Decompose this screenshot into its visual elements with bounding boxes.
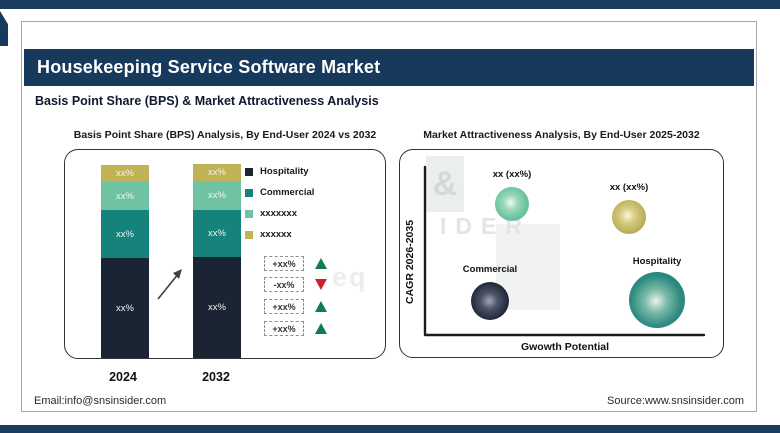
left-edge-accent bbox=[0, 11, 8, 46]
bubble-label-commercial: Commercial bbox=[462, 264, 518, 275]
down-triangle-icon bbox=[315, 279, 327, 290]
bottom-frame-bar bbox=[0, 425, 780, 433]
bubble-label: xx (xx%) bbox=[492, 169, 532, 180]
legend: Hospitality Commercial xxxxxxx xxxxxx bbox=[245, 166, 314, 240]
seafoam-swatch-icon bbox=[245, 209, 253, 218]
bar-2032-segment-xxxxxxx: xx% bbox=[193, 181, 241, 210]
bar-2032-segment-xxxxxx: xx% bbox=[193, 164, 241, 181]
olive-swatch-icon bbox=[245, 230, 253, 239]
hospitality-swatch-icon bbox=[245, 167, 253, 176]
commercial-swatch-icon bbox=[245, 188, 253, 197]
bar-2024-segment-hospitality: xx% bbox=[101, 258, 149, 358]
title-banner: Housekeeping Service Software Market bbox=[24, 49, 754, 86]
legend-label: xxxxxx bbox=[260, 229, 292, 240]
x-tick-2032: 2032 bbox=[202, 370, 230, 384]
y-axis-label: CAGR 2026-2035 bbox=[404, 219, 416, 305]
bar-2024-segment-xxxxxx: xx% bbox=[101, 165, 149, 182]
bps-change-row: +xx% bbox=[264, 256, 327, 271]
legend-item-xxxxxxx: xxxxxxx bbox=[245, 208, 314, 219]
top-frame-bar bbox=[0, 0, 780, 9]
bubble-commercial bbox=[471, 282, 509, 320]
bar-2032: xx% xx% xx% xx% bbox=[193, 164, 241, 358]
bar-2024-segment-commercial: xx% bbox=[101, 210, 149, 258]
bubble-label-hospitality: Hospitality bbox=[632, 256, 682, 267]
bps-chart-panel: xx% xx% xx% xx% xx% xx% xx% xx% Hospital… bbox=[64, 149, 386, 359]
up-triangle-icon bbox=[315, 258, 327, 269]
footer-email: Email:info@snsinsider.com bbox=[34, 395, 167, 407]
bubble-seafoam bbox=[495, 187, 529, 221]
axes bbox=[423, 165, 706, 337]
page-subtitle: Basis Point Share (BPS) & Market Attract… bbox=[35, 94, 379, 108]
infographic-card: & IDER eq Housekeeping Service Software … bbox=[21, 21, 757, 412]
bar-2032-segment-commercial: xx% bbox=[193, 210, 241, 257]
legend-label: Commercial bbox=[260, 187, 315, 198]
trend-arrow-icon bbox=[157, 269, 182, 300]
up-triangle-icon bbox=[315, 301, 327, 312]
change-value-box: +xx% bbox=[264, 256, 304, 271]
legend-item-xxxxxx: xxxxxx bbox=[245, 229, 314, 240]
bar-2024: xx% xx% xx% xx% bbox=[101, 165, 149, 358]
bps-change-row: +xx% bbox=[264, 299, 327, 314]
bps-change-row: -xx% bbox=[264, 277, 327, 292]
change-value-box: +xx% bbox=[264, 321, 304, 336]
x-tick-2024: 2024 bbox=[109, 370, 137, 384]
bubble-olive bbox=[612, 200, 646, 234]
bubble-label: xx (xx%) bbox=[609, 182, 649, 193]
attractiveness-chart-title: Market Attractiveness Analysis, By End-U… bbox=[423, 129, 700, 141]
bps-change-row: +xx% bbox=[264, 321, 327, 336]
footer-source: Source:www.snsinsider.com bbox=[607, 395, 744, 407]
bar-2024-segment-xxxxxxx: xx% bbox=[101, 182, 149, 210]
change-value-box: -xx% bbox=[264, 277, 304, 292]
up-triangle-icon bbox=[315, 323, 327, 334]
bps-chart-title: Basis Point Share (BPS) Analysis, By End… bbox=[73, 129, 377, 141]
bubble-hospitality bbox=[629, 272, 685, 328]
x-axis-label: Gwowth Potential bbox=[520, 341, 610, 353]
legend-item-commercial: Commercial bbox=[245, 187, 314, 198]
legend-label: xxxxxxx bbox=[260, 208, 297, 219]
legend-label: Hospitality bbox=[260, 166, 309, 177]
legend-item-hospitality: Hospitality bbox=[245, 166, 314, 177]
page-title: Housekeeping Service Software Market bbox=[37, 57, 381, 77]
change-value-box: +xx% bbox=[264, 299, 304, 314]
attractiveness-chart-panel: CAGR 2026-2035 Gwowth Potential xx (xx%)… bbox=[399, 149, 724, 358]
bar-2032-segment-hospitality: xx% bbox=[193, 257, 241, 358]
